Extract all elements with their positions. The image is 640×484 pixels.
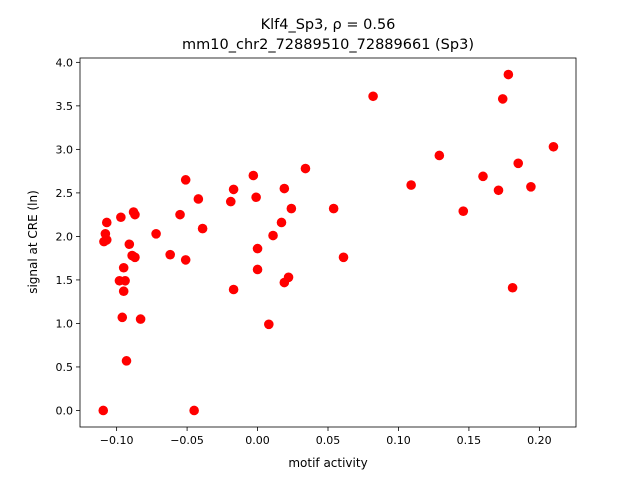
y-tick-label: 3.0 (56, 143, 74, 156)
y-tick-label: 2.5 (56, 187, 74, 200)
data-point (116, 212, 126, 223)
data-point (165, 249, 175, 260)
data-point (225, 196, 236, 207)
data-point (124, 239, 135, 250)
data-point (117, 312, 128, 323)
data-point (252, 243, 263, 254)
data-point (279, 183, 290, 194)
data-point (268, 230, 278, 241)
y-tick-label: 1.5 (56, 274, 74, 287)
x-tick-label: 0.00 (245, 434, 270, 447)
data-point (98, 405, 109, 416)
data-point (276, 217, 287, 228)
x-axis: −0.10 −0.05 0.00 0.05 0.10 0.15 0.20 (100, 427, 552, 447)
y-tick-label: 0.0 (56, 404, 74, 417)
data-point (478, 171, 488, 182)
x-axis-label: motif activity (288, 456, 367, 470)
data-point (193, 194, 204, 204)
data-point (130, 252, 140, 263)
x-tick-label: −0.05 (170, 434, 204, 447)
data-point (493, 185, 504, 196)
data-point (130, 209, 140, 220)
data-point (151, 228, 161, 239)
y-tick-label: 2.0 (56, 230, 74, 243)
data-point (300, 163, 311, 174)
data-point (101, 217, 112, 228)
x-tick-label: 0.20 (527, 434, 552, 447)
plot-frame (79, 57, 577, 428)
data-point (251, 192, 261, 203)
data-point (548, 141, 559, 152)
data-point (175, 209, 185, 220)
data-point (283, 272, 294, 283)
data-point (180, 255, 191, 265)
data-point (101, 235, 112, 245)
data-point (197, 223, 208, 234)
data-point (368, 91, 378, 102)
x-tick-label: 0.10 (386, 434, 411, 447)
y-tick-label: 3.5 (56, 100, 74, 113)
chart-title-line1: Klf4_Sp3, ρ = 0.56 (261, 17, 396, 33)
data-point (252, 264, 263, 275)
data-point (286, 203, 297, 214)
data-point (328, 203, 339, 214)
y-axis-label: signal at CRE (ln) (26, 190, 40, 294)
data-point (120, 275, 130, 286)
data-point (228, 184, 239, 195)
data-point (248, 170, 259, 181)
x-tick-label: 0.15 (457, 434, 482, 447)
chart-title-line2: mm10_chr2_72889510_72889661 (Sp3) (182, 37, 474, 53)
data-point (507, 282, 518, 293)
data-point (264, 319, 274, 330)
data-point (338, 252, 349, 263)
y-tick-label: 1.0 (56, 317, 74, 330)
data-point (118, 286, 129, 297)
data-point (497, 94, 508, 104)
data-point (180, 175, 191, 185)
data-point (434, 150, 445, 161)
data-point (513, 158, 524, 169)
y-axis: 0.0 0.5 1.0 1.5 2.0 2.5 3.0 3.5 4.0 (56, 56, 80, 417)
data-point (189, 405, 199, 416)
data-point (135, 314, 146, 324)
y-tick-label: 4.0 (56, 56, 74, 69)
data-point (458, 206, 469, 216)
y-tick-label: 0.5 (56, 361, 74, 374)
x-tick-label: 0.05 (316, 434, 341, 447)
x-tick-label: −0.10 (100, 434, 134, 447)
data-point (121, 356, 132, 366)
data-point (406, 180, 416, 190)
data-points (98, 69, 559, 416)
data-point (228, 284, 239, 295)
data-point (526, 182, 536, 192)
data-point (118, 262, 129, 273)
data-point (503, 69, 514, 80)
